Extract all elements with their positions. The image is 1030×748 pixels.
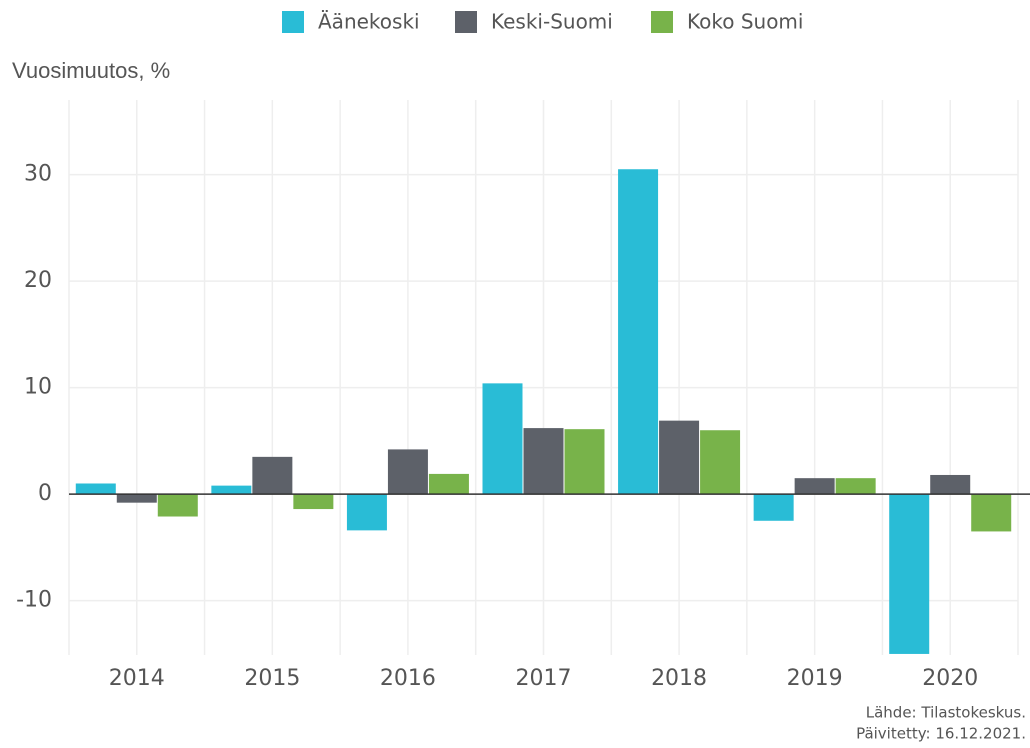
x-tick-label: 2015 <box>244 666 300 691</box>
legend-swatch <box>651 11 673 33</box>
bar <box>252 456 293 495</box>
legend-swatch <box>455 11 477 33</box>
y-axis-label: Vuosimuutos, % <box>12 58 170 83</box>
x-tick-label: 2016 <box>380 666 436 691</box>
y-tick-label: 20 <box>24 268 52 293</box>
bar <box>835 478 876 495</box>
legend-swatch <box>282 11 304 33</box>
bar <box>889 494 930 654</box>
bar <box>700 430 741 495</box>
y-tick-label: -10 <box>16 588 52 613</box>
bar <box>346 494 387 531</box>
y-tick-label: 10 <box>24 375 52 400</box>
bar <box>930 474 971 495</box>
bar <box>523 428 564 495</box>
x-tick-label: 2017 <box>516 666 572 691</box>
bar <box>794 478 835 495</box>
x-tick-label: 2014 <box>109 666 165 691</box>
bar <box>659 420 700 495</box>
legend-label: Koko Suomi <box>687 10 803 34</box>
bar <box>753 494 794 521</box>
source: Päivitetty: 16.12.2021. <box>856 725 1026 743</box>
bar <box>482 383 523 495</box>
x-tick-label: 2018 <box>651 666 707 691</box>
bar <box>387 449 428 495</box>
y-tick-label: 30 <box>24 162 52 187</box>
x-tick-label: 2019 <box>787 666 843 691</box>
bar <box>971 494 1012 532</box>
bar <box>293 494 334 510</box>
bar <box>428 473 469 495</box>
bar <box>618 169 659 495</box>
bar <box>116 494 157 503</box>
bar <box>157 494 198 517</box>
source: Lähde: Tilastokeskus. <box>866 704 1026 722</box>
y-tick-label: 0 <box>38 481 52 506</box>
bar <box>564 429 605 495</box>
x-tick-label: 2020 <box>922 666 978 691</box>
bar <box>75 483 116 495</box>
legend-label: Keski-Suomi <box>491 10 613 34</box>
bar <box>211 485 252 495</box>
legend-label: Äänekoski <box>318 10 420 34</box>
